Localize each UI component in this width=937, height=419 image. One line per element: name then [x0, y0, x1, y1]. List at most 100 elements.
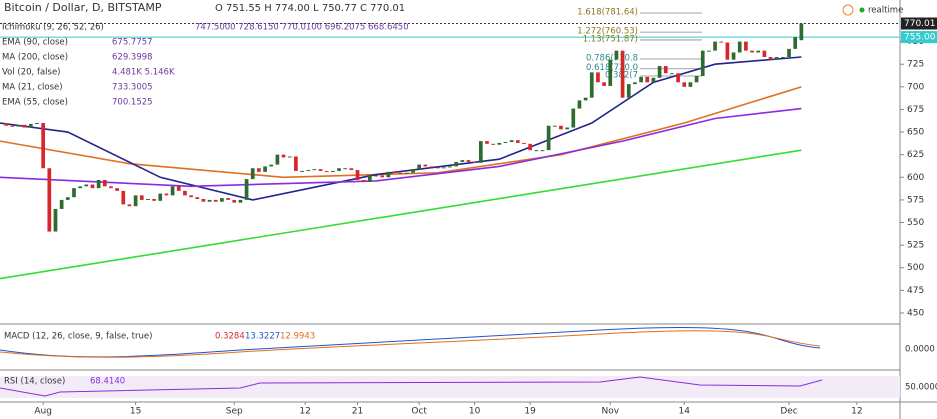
candle-body [528, 143, 532, 151]
candle-body [337, 168, 341, 171]
candle-body [552, 125, 557, 127]
y-tick-label: 675 [907, 105, 924, 115]
y-tick-label: 600 [907, 173, 924, 183]
legend-values: 700.1525 [112, 98, 153, 108]
candle-body [250, 168, 255, 180]
macd-line [0, 326, 821, 358]
macd-value: 0.3284 [215, 332, 245, 342]
candle-body [707, 50, 711, 52]
candle-body [485, 141, 489, 144]
ohlc: O 751.55 H 774.00 L 750.77 C 770.01 [215, 3, 405, 14]
candle-body [509, 140, 514, 143]
candle-body [472, 161, 477, 163]
candle-body [78, 186, 82, 189]
alert-icon[interactable] [842, 4, 854, 16]
candle-body [238, 199, 243, 203]
candle-body [639, 76, 643, 83]
candle-body [47, 168, 52, 232]
legend-label: MA (21, close) [2, 83, 63, 93]
candle-body [466, 160, 471, 162]
candle-body [65, 197, 70, 200]
rsi-label: RSI (14, close) [4, 377, 65, 387]
candle-body [614, 50, 619, 60]
candle-body [682, 82, 687, 87]
candle-body [435, 167, 440, 169]
candle-body [448, 166, 452, 168]
candle-body [207, 199, 212, 202]
candle-body [72, 188, 76, 198]
x-tick-label: 12 [851, 407, 862, 417]
candle-body [787, 48, 791, 57]
candle-body [312, 169, 317, 171]
candle-body [799, 23, 804, 41]
candle-body [725, 42, 730, 60]
candle-body [651, 77, 656, 83]
candle-body [713, 41, 717, 51]
candle-body [417, 164, 422, 170]
x-tick-label: 14 [679, 407, 691, 417]
candle-body [22, 124, 27, 128]
candle-body [374, 175, 378, 177]
legend-values: 629.3998 [112, 53, 153, 63]
candle-body [263, 166, 267, 172]
indicator-line [0, 107, 802, 188]
legend-label: MA (200, close) [2, 53, 68, 63]
candle-body [768, 56, 773, 60]
candle-body [756, 50, 761, 53]
y-tick-label: 525 [907, 241, 924, 251]
candle-body [700, 50, 705, 76]
y-tick-label: 575 [907, 195, 924, 205]
candle-body [90, 184, 95, 189]
candle-body [133, 195, 138, 207]
candle-body [405, 172, 409, 174]
fib-label: 0.786(730.8 [586, 53, 638, 63]
candle-body [343, 168, 348, 170]
rsi-band [0, 376, 900, 398]
candle-body [460, 160, 465, 162]
candle-body [540, 150, 545, 152]
status-dot [859, 7, 865, 13]
rsi-value: 68.4140 [90, 377, 125, 387]
legend-values: 733.3005 [112, 83, 153, 93]
candle-body [244, 179, 249, 200]
candle-body [762, 50, 767, 57]
candle-body [331, 170, 335, 172]
candle-body [355, 170, 360, 180]
indicator-line [0, 86, 802, 179]
candle-body [368, 175, 372, 182]
candle-body [589, 72, 594, 98]
candle-body [398, 172, 403, 174]
candle-body [53, 208, 58, 232]
candle-body [731, 52, 736, 60]
candle-body [226, 198, 230, 200]
candle-body [608, 59, 613, 86]
candle-body [275, 154, 280, 165]
candle-body [534, 150, 539, 152]
candle-body [84, 184, 89, 187]
x-tick-label: 10 [469, 407, 481, 417]
candle-body [220, 198, 224, 202]
indicator-line [0, 149, 802, 280]
candle-body [774, 56, 779, 60]
candle-body [152, 198, 156, 201]
candle-body [287, 156, 292, 158]
y-tick-label: 625 [907, 150, 924, 160]
candle-body [158, 193, 163, 201]
macd-tick: 0.0000 [905, 345, 935, 355]
price-tag: 770.01 [904, 19, 936, 29]
candle-body [596, 72, 600, 83]
candle-body [96, 179, 101, 189]
price-tag-bg [901, 17, 937, 30]
candle-body [663, 66, 668, 74]
x-tick-label: Oct [411, 407, 427, 417]
candle-body [719, 41, 724, 43]
candle-body [294, 156, 298, 171]
candle-body [423, 164, 428, 167]
macd-label: MACD (12, 26, close, 9, false, true) [4, 332, 152, 342]
candle-body [195, 197, 200, 199]
y-tick-label: 550 [907, 218, 924, 228]
candle-body [620, 50, 625, 98]
rsi-line [0, 376, 823, 397]
candle-body [781, 56, 785, 58]
